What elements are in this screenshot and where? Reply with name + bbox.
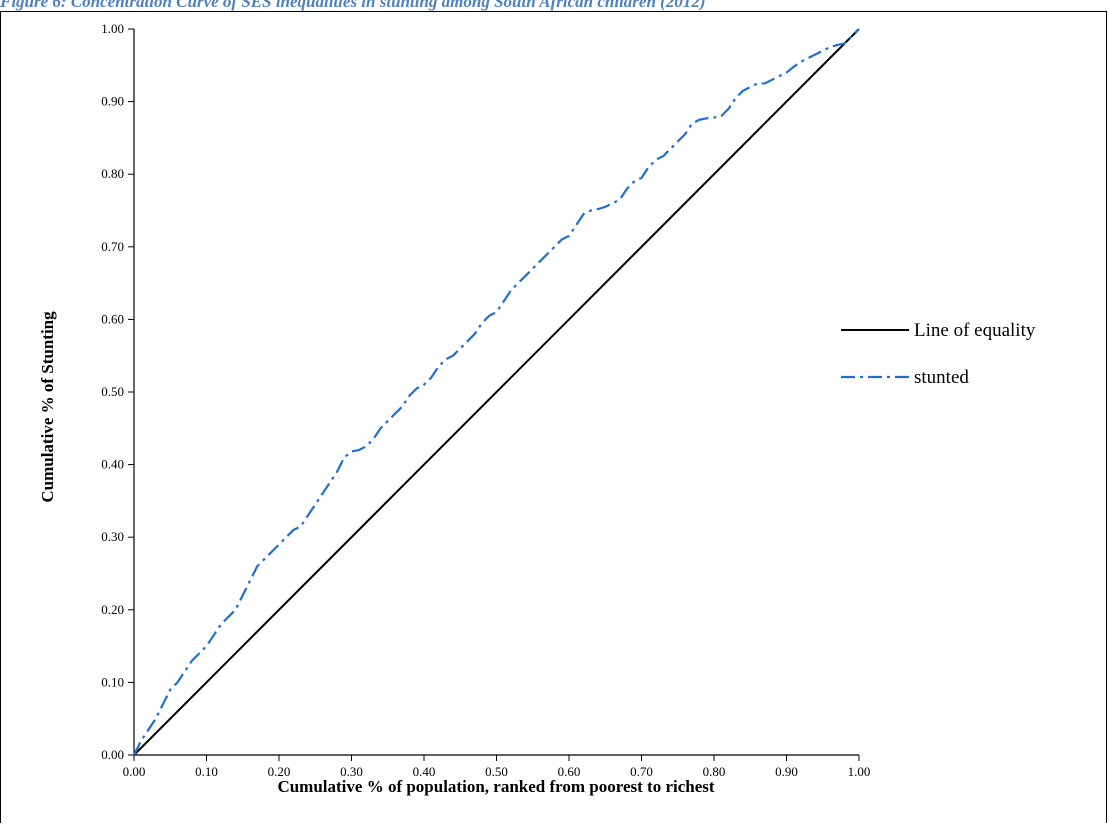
x-tick-label: 0.80 — [703, 764, 726, 779]
legend-item-stunted-label: stunted — [914, 367, 969, 388]
y-axis-title: Cumulative % of Stunting — [38, 311, 57, 503]
y-tick-label: 0.30 — [101, 529, 124, 544]
y-tick-label: 0.90 — [101, 94, 124, 109]
stunted-curve — [133, 28, 860, 756]
chart-frame: 0.00 0.10 0.20 0.30 0.40 0.50 0.60 0.70 0.80 0.90… — [0, 11, 1107, 823]
x-tick-label: 0.20 — [268, 764, 291, 779]
y-tick-label: 0.00 — [101, 747, 124, 762]
y-tick-label: 0.60 — [101, 311, 124, 326]
y-tick-label: 0.80 — [101, 166, 124, 181]
equality-line — [133, 28, 860, 756]
x-tick-label: 0.60 — [558, 764, 581, 779]
y-tick-label: 0.70 — [101, 239, 124, 254]
series-lines — [133, 28, 860, 756]
y-tick-label: 1.00 — [101, 21, 124, 36]
x-tick-label: 1.00 — [848, 764, 871, 779]
x-tick-label: 0.40 — [413, 764, 436, 779]
y-tick-label: 0.40 — [101, 457, 124, 472]
x-tick-label: 0.30 — [340, 764, 363, 779]
y-tick-label: 0.50 — [101, 384, 124, 399]
figure-title: Figure 6: Concentration Curve of SES ine… — [0, 0, 706, 11]
legend: Line of equality stunted — [841, 320, 1036, 388]
x-axis-title: Cumulative % of population, ranked from … — [277, 777, 714, 796]
x-tick-label: 0.10 — [195, 764, 218, 779]
concentration-curve-chart: 0.00 0.10 0.20 0.30 0.40 0.50 0.60 0.70 0.80 0.90… — [38, 21, 1036, 796]
legend-item-equality-label: Line of equality — [914, 320, 1036, 341]
x-tick-label: 0.00 — [123, 764, 146, 779]
y-tick-label: 0.10 — [101, 674, 124, 689]
axis-ticks: 0.00 0.10 0.20 0.30 0.40 0.50 0.60 0.70 0.80 0.90… — [101, 21, 870, 779]
x-tick-label: 0.70 — [630, 764, 653, 779]
y-tick-label: 0.20 — [101, 602, 124, 617]
x-tick-label: 0.90 — [775, 764, 798, 779]
x-tick-label: 0.50 — [485, 764, 508, 779]
